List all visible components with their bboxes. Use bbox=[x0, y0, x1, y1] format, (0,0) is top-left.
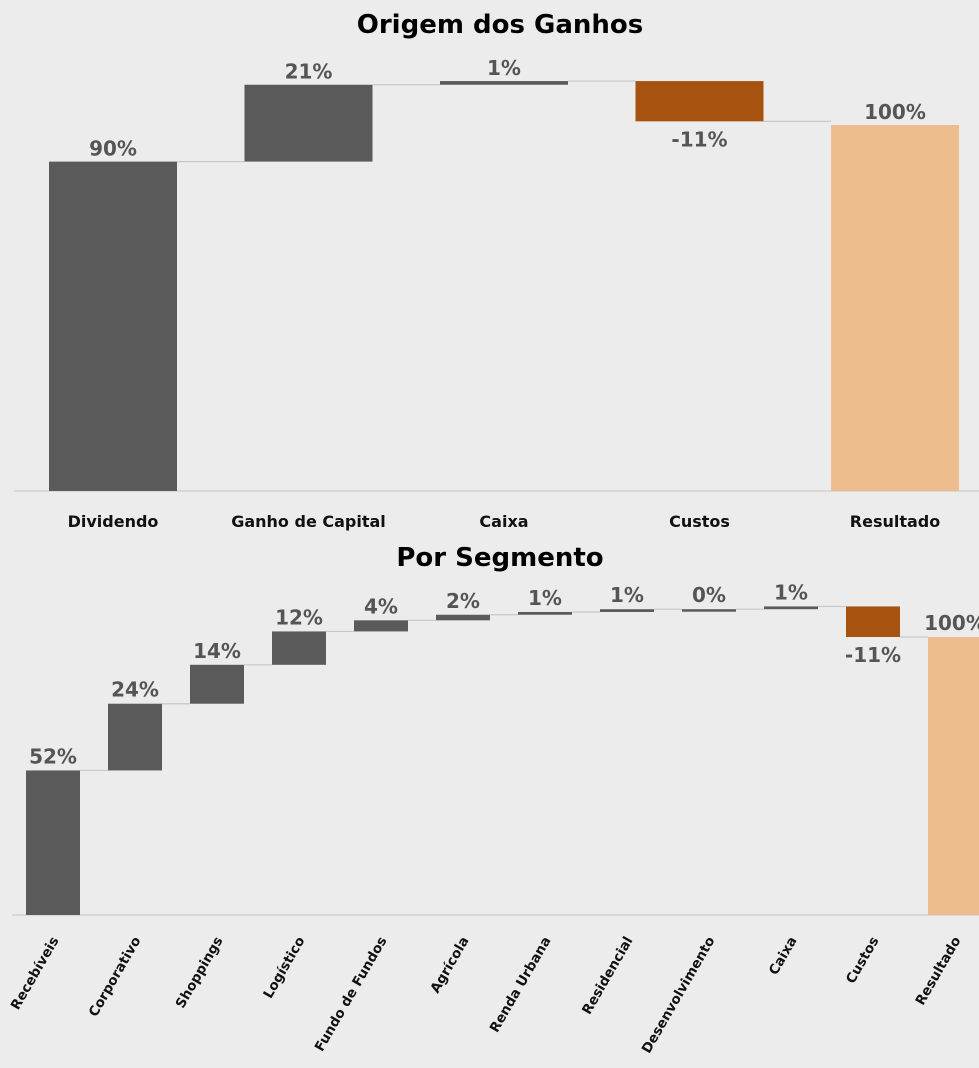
chart-1-bar bbox=[831, 125, 959, 491]
chart-2-data-label: 14% bbox=[193, 639, 241, 663]
chart-2-bar bbox=[764, 606, 818, 610]
chart-2-bar bbox=[518, 611, 572, 615]
chart-2-bar bbox=[190, 664, 244, 704]
chart-2-bar bbox=[26, 770, 80, 915]
chart-1-category-label: Dividendo bbox=[68, 512, 159, 531]
chart-1-bar bbox=[49, 161, 177, 491]
chart-1-category-label: Ganho de Capital bbox=[231, 512, 386, 531]
chart-2-bar bbox=[436, 614, 490, 621]
chart-2-data-label: 4% bbox=[364, 594, 398, 618]
chart-2-data-label: 100% bbox=[924, 611, 979, 635]
chart-2-bar bbox=[354, 620, 408, 632]
chart-1-data-label: 90% bbox=[89, 137, 137, 161]
chart-2-bar bbox=[846, 606, 900, 637]
chart-2-bar bbox=[682, 609, 736, 612]
chart-2-data-label: 24% bbox=[111, 678, 159, 702]
chart-1-data-label: 1% bbox=[487, 56, 521, 80]
chart-2-data-label: -11% bbox=[845, 643, 901, 667]
chart-1-plot: 90% Dividendo 21% Ganho de Capital 1% Caixa -1… bbox=[14, 56, 979, 531]
chart-2-data-label: 12% bbox=[275, 605, 323, 629]
chart-1-category-label: Custos bbox=[669, 512, 730, 531]
chart-1-title: Origem dos Ganhos bbox=[357, 10, 643, 40]
chart-2-data-label: 1% bbox=[774, 580, 808, 604]
chart-2-data-label: 0% bbox=[692, 583, 726, 607]
chart-1-bar bbox=[244, 84, 373, 162]
chart-2-data-label: 1% bbox=[528, 586, 562, 610]
chart-1-category-label: Caixa bbox=[479, 512, 528, 531]
chart-2-bar bbox=[928, 637, 979, 915]
chart-2-bar bbox=[600, 609, 654, 612]
chart-2-title: Por Segmento bbox=[396, 543, 603, 573]
chart-1-bar bbox=[440, 81, 568, 85]
chart-1-bar bbox=[635, 81, 764, 122]
chart-2-data-label: 1% bbox=[610, 583, 644, 607]
chart-2-bar bbox=[272, 631, 326, 665]
chart-2-data-label: 2% bbox=[446, 589, 480, 613]
chart-1-data-label: -11% bbox=[671, 127, 727, 151]
chart-1-data-label: 21% bbox=[285, 60, 333, 84]
chart-1-category-label: Resultado bbox=[850, 512, 940, 531]
chart-2-bar bbox=[108, 703, 162, 771]
chart-1-data-label: 100% bbox=[864, 100, 926, 124]
chart-2-data-label: 52% bbox=[29, 744, 77, 768]
